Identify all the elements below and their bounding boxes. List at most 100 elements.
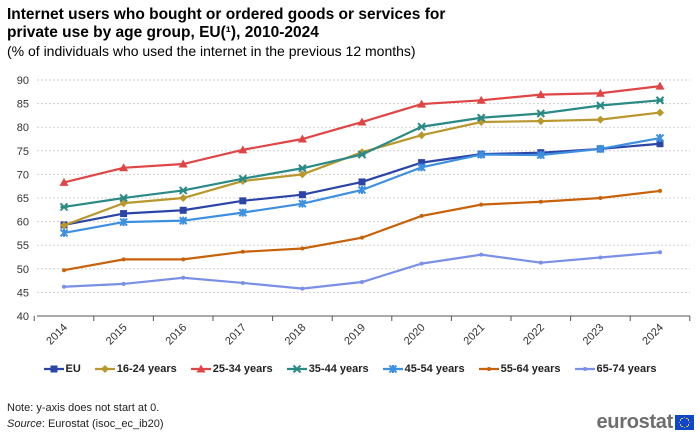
series-55-64-years bbox=[62, 188, 662, 273]
data-point bbox=[357, 117, 367, 126]
y-tick-label: 45 bbox=[17, 287, 29, 299]
data-point bbox=[178, 186, 188, 195]
y-tick-label: 80 bbox=[17, 122, 29, 134]
legend-marker bbox=[388, 364, 397, 374]
data-point bbox=[119, 163, 129, 172]
data-point bbox=[240, 249, 245, 254]
data-point bbox=[536, 90, 546, 99]
data-point bbox=[598, 255, 603, 260]
y-tick-label: 55 bbox=[17, 240, 29, 252]
data-point bbox=[656, 140, 664, 148]
note: Note: y-axis does not start at 0. bbox=[7, 402, 160, 414]
source-text: : Eurostat (isoc_ec_ib20) bbox=[41, 418, 164, 430]
chart-title: Internet users who bought or ordered goo… bbox=[7, 6, 446, 41]
data-point bbox=[598, 196, 603, 200]
legend-item: 45-54 years bbox=[382, 363, 465, 375]
flag-star bbox=[681, 425, 683, 428]
legend-label: 16-24 years bbox=[116, 363, 177, 375]
data-point bbox=[360, 280, 364, 285]
y-tick-label: 70 bbox=[17, 169, 29, 181]
data-point bbox=[297, 134, 307, 143]
series-35-44-years bbox=[59, 96, 665, 212]
data-point bbox=[179, 206, 187, 214]
data-point bbox=[239, 197, 247, 205]
data-point bbox=[121, 281, 126, 286]
flag-star bbox=[679, 419, 682, 421]
series-65-74-years bbox=[62, 250, 662, 291]
data-point bbox=[121, 257, 126, 262]
x-tick-label: 2024 bbox=[640, 322, 666, 348]
flag-star bbox=[683, 426, 686, 429]
data-point bbox=[476, 95, 486, 104]
data-point bbox=[59, 228, 69, 238]
series-25-34-years bbox=[59, 81, 665, 186]
x-tick-label: 2022 bbox=[521, 322, 547, 348]
legend-marker bbox=[486, 367, 491, 371]
x-tick-label: 2020 bbox=[402, 322, 428, 348]
series-line bbox=[63, 111, 661, 227]
data-point bbox=[595, 88, 605, 97]
logo-text: eurostat bbox=[596, 411, 673, 433]
legend-label: 25-34 years bbox=[212, 363, 273, 375]
x-tick-label: 2017 bbox=[223, 322, 249, 348]
data-point bbox=[59, 202, 69, 212]
chart-subtitle: (% of individuals who used the internet … bbox=[7, 43, 416, 59]
data-point bbox=[596, 144, 605, 154]
legend-item: 25-34 years bbox=[190, 363, 273, 375]
data-point bbox=[119, 217, 128, 227]
y-tick-label: 50 bbox=[17, 264, 29, 276]
legend: EU 16-24 years 25-34 years 35-44 years 45-54… bbox=[0, 363, 700, 375]
series-line bbox=[63, 85, 661, 184]
data-point bbox=[655, 81, 665, 90]
data-point bbox=[417, 122, 426, 131]
data-point bbox=[298, 170, 307, 179]
y-tick-label: 40 bbox=[17, 311, 29, 323]
legend-label: EU bbox=[65, 363, 81, 375]
legend-marker bbox=[292, 364, 301, 374]
flag-star bbox=[687, 419, 690, 421]
flag-star bbox=[686, 417, 688, 420]
eurostat-logo: eurostat bbox=[596, 411, 694, 434]
data-point bbox=[358, 178, 366, 186]
data-point bbox=[298, 164, 307, 173]
data-point bbox=[298, 199, 307, 208]
data-point bbox=[179, 194, 188, 202]
data-point bbox=[476, 113, 486, 122]
legend-swatch bbox=[190, 364, 211, 373]
x-tick-label: 2018 bbox=[283, 322, 309, 348]
legend-marker bbox=[100, 365, 109, 373]
legend-swatch bbox=[478, 367, 499, 371]
legend-label: 55-64 years bbox=[500, 363, 561, 375]
data-point bbox=[238, 174, 248, 183]
data-point bbox=[62, 268, 66, 273]
legend-label: 45-54 years bbox=[404, 363, 465, 375]
data-point bbox=[658, 250, 662, 255]
data-point bbox=[357, 185, 367, 195]
data-point bbox=[536, 117, 545, 126]
flag-star bbox=[687, 424, 690, 426]
data-point bbox=[596, 101, 605, 110]
flag-star bbox=[679, 424, 682, 426]
data-point bbox=[417, 163, 426, 172]
data-point bbox=[360, 235, 364, 240]
data-point bbox=[479, 202, 484, 207]
data-point bbox=[357, 150, 367, 159]
data-point bbox=[238, 208, 248, 217]
flag-star bbox=[688, 421, 691, 424]
flag-star bbox=[681, 417, 683, 420]
y-tick-label: 90 bbox=[17, 75, 29, 87]
flag-star bbox=[683, 416, 686, 419]
flag-star bbox=[686, 425, 688, 428]
data-point bbox=[655, 133, 665, 143]
legend-label: 65-74 years bbox=[596, 363, 657, 375]
data-point bbox=[419, 213, 424, 218]
data-point bbox=[476, 150, 486, 159]
data-point bbox=[536, 109, 546, 118]
flag-star bbox=[678, 421, 681, 424]
x-tick-label: 2019 bbox=[342, 322, 368, 348]
data-point bbox=[418, 159, 426, 167]
y-tick-label: 65 bbox=[17, 193, 29, 205]
data-point bbox=[59, 177, 69, 186]
x-tick-label: 2023 bbox=[581, 322, 607, 348]
